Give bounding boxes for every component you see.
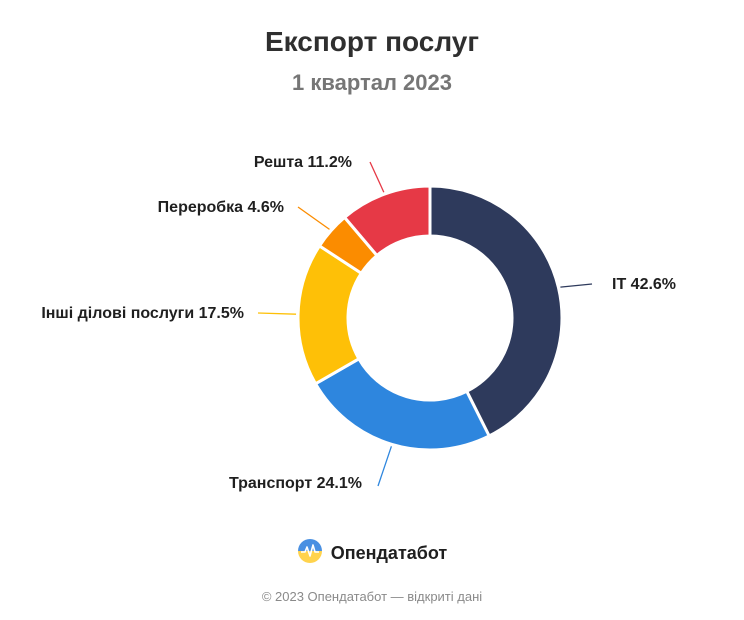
slice-label-1: IT 42.6%	[612, 276, 676, 293]
leader-line-1	[560, 283, 593, 288]
slice-label-5: Решта 11.2%	[254, 154, 352, 171]
slice-1	[428, 184, 564, 438]
chart-subtitle: 1 квартал 2023	[291, 70, 452, 95]
donut-chart: IT 42.6% Транспорт 24.1% Інші ділові послу…	[41, 154, 676, 492]
leader-line-4	[297, 206, 330, 230]
footer-copyright: © 2023 Опендатабот — відкриті дані	[261, 589, 483, 604]
slice-label-2: Транспорт 24.1%	[229, 475, 362, 492]
leader-line-5	[369, 161, 385, 193]
leader-line-2	[377, 446, 393, 487]
chart-title: Експорт послуг	[264, 26, 479, 57]
brand-name: Опендатабот	[330, 543, 448, 563]
slice-5	[343, 184, 432, 257]
opendatabot-logo-icon	[297, 538, 323, 569]
brand: Опендатабот	[0, 538, 744, 569]
slice-label-4: Переробка 4.6%	[158, 199, 284, 216]
leader-line-3	[257, 312, 297, 315]
slice-2	[314, 357, 491, 452]
slice-label-3: Інші ділові послуги 17.5%	[41, 305, 244, 322]
